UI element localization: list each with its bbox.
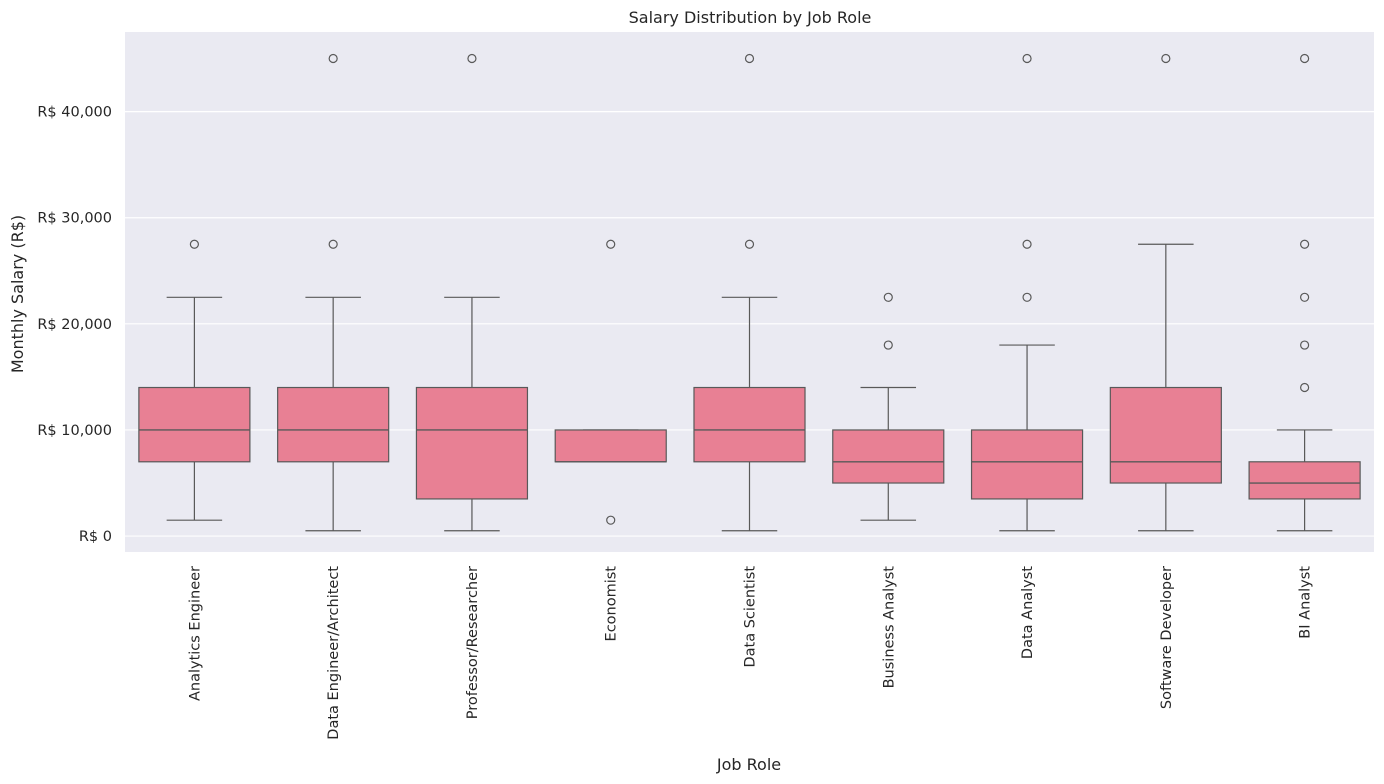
boxes (138, 53, 1361, 532)
y-tick-label: R$ 20,000 (37, 317, 112, 333)
x-tick-label: Economist (604, 566, 620, 642)
box-iqr (1109, 386, 1222, 484)
chart-title: Salary Distribution by Job Role (629, 8, 872, 27)
x-tick-label: Analytics Engineer (187, 566, 203, 701)
y-tick-label: R$ 40,000 (37, 105, 112, 121)
box-group (970, 53, 1084, 532)
box-group (832, 292, 945, 521)
outlier-point (1300, 239, 1310, 249)
y-tick-label: R$ 10,000 (37, 423, 112, 439)
x-tick-labels: Analytics Engineer Data Engineer/Architec… (187, 566, 1313, 740)
box-iqr (415, 386, 529, 500)
x-tick-label: Professor/Researcher (465, 566, 481, 719)
box-group (415, 53, 529, 532)
outlier-point (883, 340, 893, 350)
x-tick-label: BI Analyst (1298, 566, 1314, 639)
x-tick-label: Software Developer (1159, 566, 1175, 709)
box-group (1248, 53, 1361, 532)
outlier-point (1300, 382, 1310, 393)
outlier-point (1022, 239, 1032, 249)
outlier-point (328, 53, 338, 64)
y-tick-labels: R$ 0 R$ 10,000 R$ 20,000 R$ 30,000 R$ 40,000 (37, 105, 112, 545)
y-tick-label: R$ 0 (79, 529, 112, 545)
outlier-point (1022, 292, 1032, 302)
outlier-point (606, 515, 616, 525)
outlier-point (1300, 53, 1310, 64)
outlier-point (1161, 53, 1171, 64)
box-group (554, 239, 667, 525)
outlier-point (606, 239, 616, 249)
outlier-point (189, 239, 199, 249)
box-iqr (554, 429, 667, 463)
y-tick-label: R$ 30,000 (37, 211, 112, 227)
x-tick-label: Data Scientist (743, 566, 759, 668)
box-group (138, 239, 251, 521)
outlier-point (467, 53, 477, 64)
box-iqr (832, 429, 945, 484)
outlier-point (883, 292, 893, 302)
x-tick-label: Data Analyst (1020, 566, 1036, 659)
y-axis-label: Monthly Salary (R$) (8, 215, 27, 373)
x-tick-label: Business Analyst (881, 566, 897, 689)
box-iqr (693, 386, 806, 463)
outlier-point (1300, 340, 1310, 350)
box-iqr (1248, 461, 1361, 500)
outlier-point (1022, 53, 1032, 64)
box-iqr (138, 386, 251, 463)
box-iqr (277, 386, 390, 463)
box-group (277, 53, 390, 532)
outlier-point (1300, 292, 1310, 302)
x-tick-label: Data Engineer/Architect (326, 566, 342, 740)
box-group (693, 53, 806, 532)
outlier-point (744, 53, 755, 64)
box-group (1109, 53, 1222, 532)
box-iqr (970, 429, 1084, 500)
outlier-point (328, 239, 338, 249)
x-axis-label: Job Role (716, 755, 781, 774)
outlier-point (744, 239, 755, 249)
